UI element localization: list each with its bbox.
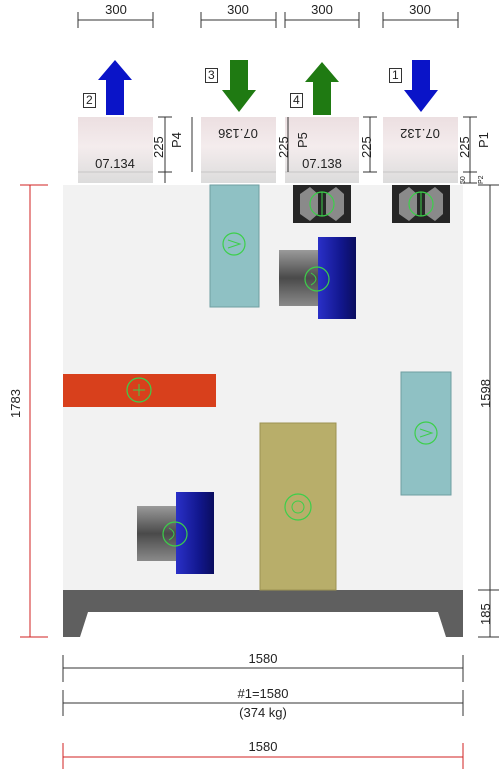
connection-size: 225 [276, 136, 291, 158]
heater [63, 374, 216, 407]
airflow-arrow-2 [98, 60, 132, 115]
connection-size: 225 [151, 136, 166, 158]
connection-code: 07.134 [95, 156, 135, 171]
connection-boxes [78, 117, 458, 183]
fan-lower [137, 492, 214, 574]
connection-side-ticks [158, 116, 477, 184]
left-height-label: 1783 [8, 389, 23, 418]
filter-upper [209, 184, 260, 308]
weight-label: (374 kg) [239, 705, 287, 720]
right-height-lower-label: 185 [478, 603, 493, 625]
bottom-dimensions [62, 655, 464, 716]
airflow-arrow-1 [404, 60, 438, 112]
airflow-arrow-4 [305, 62, 339, 115]
damper-p1 [392, 185, 450, 223]
connection-size: 225 [359, 136, 374, 158]
small-dim: 50 [460, 176, 467, 184]
connection-number: 3 [205, 68, 218, 83]
connection-number: 2 [83, 93, 96, 108]
connection-number: 4 [290, 93, 303, 108]
port-label: P5 [295, 132, 310, 148]
width-label: 1580 [248, 651, 278, 666]
airflow-arrow-3 [222, 60, 256, 112]
top-dim-label: 300 [227, 2, 249, 17]
right-height-dimensions [478, 184, 499, 638]
filter-right [400, 371, 452, 496]
connection-code: 07.138 [302, 156, 342, 171]
connection-size: 225 [457, 136, 472, 158]
damper-p5 [293, 185, 351, 223]
width-red-label: 1580 [248, 739, 278, 754]
base-frame [63, 590, 463, 637]
port-label: P1 [476, 132, 491, 148]
cooler [259, 422, 337, 591]
right-height-upper-label: 1598 [478, 379, 493, 408]
top-dimension-lines [77, 12, 459, 28]
port-label: P4 [169, 132, 184, 148]
top-dim-label: 300 [409, 2, 431, 17]
connection-code: 07.136 [218, 126, 258, 141]
top-dim-label: 300 [105, 2, 127, 17]
fan-upper [279, 237, 356, 319]
connection-code: 07.132 [400, 126, 440, 141]
top-dim-label: 300 [311, 2, 333, 17]
bottom-red-dimension [62, 743, 464, 769]
left-height-dimension [20, 184, 48, 638]
small-dim: P2 [478, 175, 485, 184]
connection-number: 1 [389, 68, 402, 83]
section-label: #1=1580 [237, 686, 289, 701]
